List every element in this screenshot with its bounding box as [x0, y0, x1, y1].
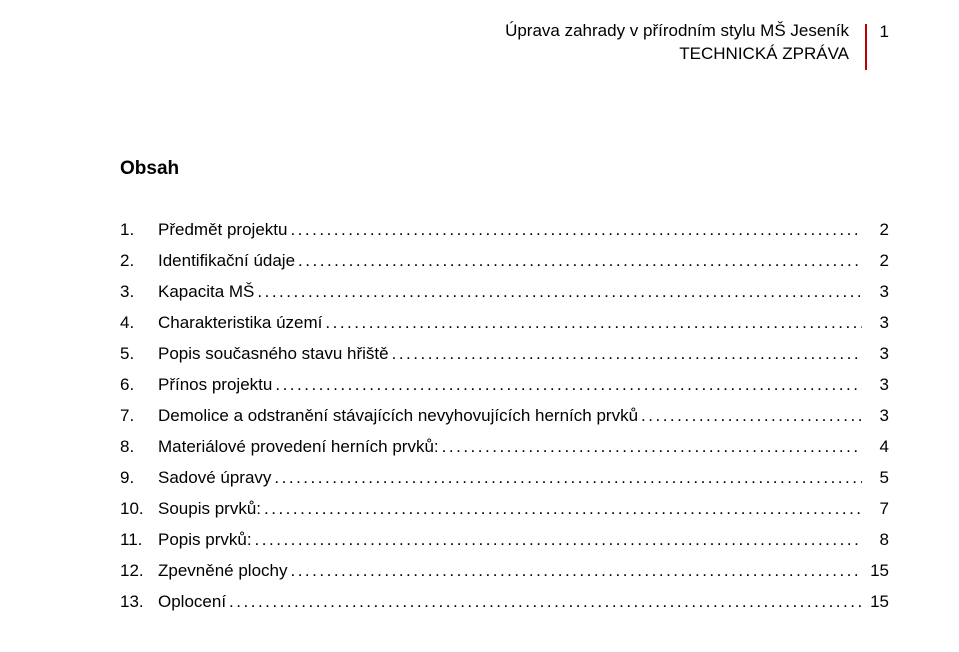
toc-entry-label: Charakteristika území: [158, 313, 322, 333]
toc-entry-number: 13.: [120, 592, 158, 612]
toc-entry-page: 8: [865, 530, 889, 550]
toc-entry-number: 6.: [120, 375, 158, 395]
toc-entry-number: 2.: [120, 251, 158, 271]
header-text-block: Úprava zahrady v přírodním stylu MŠ Jese…: [120, 20, 889, 66]
document-page: Úprava zahrady v přírodním stylu MŠ Jese…: [0, 0, 959, 652]
toc-leader-dots: [257, 282, 862, 302]
toc-leader-dots: [298, 251, 862, 271]
page-header: Úprava zahrady v přírodním stylu MŠ Jese…: [120, 20, 889, 80]
toc-entry-page: 3: [865, 282, 889, 302]
toc-leader-dots: [325, 313, 862, 333]
toc-row: 8.Materiálové provedení herních prvků: 4: [120, 437, 889, 457]
toc-entry-label: Předmět projektu: [158, 220, 287, 240]
toc-list: 1.Předmět projektu22.Identifikační údaje…: [120, 220, 889, 612]
toc-row: 10.Soupis prvků: 7: [120, 499, 889, 519]
header-title-line1: Úprava zahrady v přírodním stylu MŠ Jese…: [120, 20, 849, 43]
toc-leader-dots: [274, 468, 862, 488]
toc-entry-number: 5.: [120, 344, 158, 364]
toc-row: 2.Identifikační údaje 2: [120, 251, 889, 271]
toc-entry-number: 7.: [120, 406, 158, 426]
toc-leader-dots: [229, 592, 862, 612]
toc-entry-label: Materiálové provedení herních prvků:: [158, 437, 439, 457]
toc-entry-number: 3.: [120, 282, 158, 302]
toc-entry-number: 12.: [120, 561, 158, 581]
header-separator: [865, 24, 867, 70]
toc-entry-label: Demolice a odstranění stávajících nevyho…: [158, 406, 638, 426]
toc-heading: Obsah: [120, 158, 889, 180]
toc-entry-page: 15: [865, 561, 889, 581]
toc-entry-number: 8.: [120, 437, 158, 457]
toc-entry-number: 9.: [120, 468, 158, 488]
toc-leader-dots: [442, 437, 862, 457]
toc-entry-number: 4.: [120, 313, 158, 333]
toc-entry-page: 15: [865, 592, 889, 612]
toc-row: 1.Předmět projektu 2: [120, 220, 889, 240]
toc-leader-dots: [290, 220, 862, 240]
toc-row: 9.Sadové úpravy 5: [120, 468, 889, 488]
toc-row: 3.Kapacita MŠ 3: [120, 282, 889, 302]
toc-entry-label: Identifikační údaje: [158, 251, 295, 271]
toc-entry-label: Popis prvků:: [158, 530, 252, 550]
toc-entry-label: Sadové úpravy: [158, 468, 271, 488]
toc-row: 7.Demolice a odstranění stávajících nevy…: [120, 406, 889, 426]
toc-entry-page: 2: [865, 220, 889, 240]
toc-entry-label: Popis současného stavu hřiště: [158, 344, 389, 364]
toc-leader-dots: [255, 530, 862, 550]
toc-leader-dots: [275, 375, 862, 395]
toc-entry-number: 1.: [120, 220, 158, 240]
toc-leader-dots: [290, 561, 862, 581]
toc-entry-page: 5: [865, 468, 889, 488]
toc-row: 4.Charakteristika území 3: [120, 313, 889, 333]
toc-row: 11.Popis prvků: 8: [120, 530, 889, 550]
toc-entry-page: 3: [865, 375, 889, 395]
toc-row: 6.Přínos projektu 3: [120, 375, 889, 395]
toc-entry-page: 2: [865, 251, 889, 271]
header-title-line2: TECHNICKÁ ZPRÁVA: [120, 43, 849, 66]
toc-entry-page: 3: [865, 313, 889, 333]
toc-row: 12.Zpevněné plochy 15: [120, 561, 889, 581]
toc-entry-label: Zpevněné plochy: [158, 561, 287, 581]
toc-leader-dots: [641, 406, 862, 426]
toc-leader-dots: [392, 344, 862, 364]
toc-entry-page: 3: [865, 344, 889, 364]
page-number: 1: [880, 22, 889, 42]
toc-entry-label: Oplocení: [158, 592, 226, 612]
toc-entry-label: Kapacita MŠ: [158, 282, 254, 302]
toc-leader-dots: [264, 499, 862, 519]
toc-entry-label: Přínos projektu: [158, 375, 272, 395]
toc-entry-page: 7: [865, 499, 889, 519]
toc-entry-number: 11.: [120, 530, 158, 550]
toc-row: 5.Popis současného stavu hřiště 3: [120, 344, 889, 364]
toc-entry-page: 4: [865, 437, 889, 457]
toc-entry-number: 10.: [120, 499, 158, 519]
toc-row: 13.Oplocení 15: [120, 592, 889, 612]
toc-entry-label: Soupis prvků:: [158, 499, 261, 519]
toc-entry-page: 3: [865, 406, 889, 426]
